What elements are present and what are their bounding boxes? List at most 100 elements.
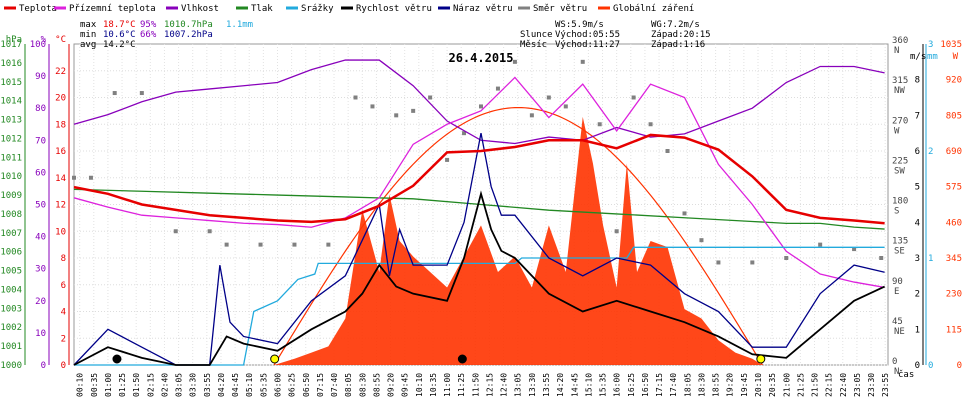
tick-label-direction-dir: E <box>894 287 899 297</box>
wind-direction-point <box>139 91 144 96</box>
tick-label-humidity: 30 <box>35 265 46 275</box>
legend-label: Teplota <box>19 4 57 14</box>
wind-direction-point <box>462 131 467 136</box>
stat-sun-label: Slunce <box>520 30 553 40</box>
tick-label-pressure: 1001 <box>0 342 22 352</box>
tick-label-temperature: 0 <box>61 361 66 371</box>
x-tick-label: 06:25 <box>288 373 297 397</box>
tick-label-radiation: 115 <box>946 325 962 335</box>
tick-label-pressure: 1004 <box>0 285 22 295</box>
x-tick-label: 06:00 <box>274 373 283 397</box>
tick-label-radiation: 460 <box>946 218 962 228</box>
x-tick-label: 08:05 <box>344 373 353 397</box>
wind-direction-point <box>614 229 619 234</box>
x-tick-label: 23:55 <box>881 373 890 397</box>
stat-moon-set: Západ:1:16 <box>651 40 705 50</box>
tick-label-wind: 7 <box>915 111 920 121</box>
wind-direction-point <box>445 157 450 162</box>
series-line-vlhkost <box>73 59 885 145</box>
tick-label-temperature: 18 <box>55 120 66 130</box>
wind-direction-point <box>88 175 93 180</box>
wind-direction-point <box>512 59 517 64</box>
tick-label-direction-deg: 90 <box>892 277 903 287</box>
tick-label-wind: 0 <box>915 361 920 371</box>
tick-label-pressure: 1011 <box>0 153 22 163</box>
x-tick-label: 04:45 <box>231 373 240 397</box>
stat-wg: WG:7.2m/s <box>651 20 700 30</box>
tick-label-radiation: 575 <box>946 183 962 193</box>
stat-min-press: 1007.2hPa <box>164 30 213 40</box>
x-tick-label: 02:40 <box>160 373 169 397</box>
tick-label-radiation: 1035 <box>940 40 962 50</box>
tick-label-temperature: 16 <box>55 147 66 157</box>
tick-label-pressure: 1015 <box>0 78 22 88</box>
x-tick-label: 03:30 <box>189 373 198 397</box>
tick-label-humidity: 50 <box>35 201 46 211</box>
tick-label-humidity: 100 <box>30 40 46 50</box>
x-tick-label: 13:55 <box>542 373 551 397</box>
tick-label-humidity: 70 <box>35 136 46 146</box>
wind-direction-point <box>326 242 331 247</box>
x-tick-label: 21:25 <box>796 373 805 397</box>
x-tick-label: 23:30 <box>867 373 876 397</box>
series-line-náraz-větru <box>73 133 885 366</box>
x-tick-label: 10:10 <box>415 373 424 397</box>
wind-direction-point <box>411 108 416 113</box>
tick-label-pressure: 1002 <box>0 323 22 333</box>
x-tick-label: 10:35 <box>429 373 438 397</box>
wind-direction-point <box>818 242 823 247</box>
legend-label: Směr větru <box>533 4 587 14</box>
tick-label-humidity: 80 <box>35 104 46 114</box>
series-line-přízemní-teplota <box>73 76 885 289</box>
legend-label: Rychlost větru <box>356 4 432 14</box>
tick-label-radiation: 690 <box>946 147 962 157</box>
tick-label-temperature: 20 <box>55 94 66 104</box>
wind-direction-point <box>224 242 229 247</box>
tick-label-direction-deg: 270 <box>892 116 908 126</box>
x-tick-label: 08:30 <box>358 373 367 397</box>
wind-direction-point <box>597 122 602 127</box>
wind-direction-point <box>631 95 636 100</box>
x-tick-label: 16:00 <box>613 373 622 397</box>
tick-label-temperature: 22 <box>55 67 66 77</box>
wind-direction-point <box>546 95 551 100</box>
tick-label-direction-dir: SE <box>894 247 905 257</box>
x-tick-label: 09:20 <box>387 373 396 397</box>
tick-label-pressure: 1013 <box>0 116 22 126</box>
tick-label-pressure: 1005 <box>0 267 22 277</box>
stat-min-temp: 10.6°C <box>103 30 136 40</box>
tick-label-direction-dir: NW <box>894 86 905 96</box>
tick-label-pressure: 1012 <box>0 134 22 144</box>
tick-label-humidity: 0 <box>41 361 46 371</box>
tick-label-temperature: 2 <box>61 334 66 344</box>
marker-sunrise <box>270 354 280 364</box>
tick-label-radiation: 0 <box>957 361 962 371</box>
wind-direction-point <box>580 59 585 64</box>
x-tick-label: 19:20 <box>726 373 735 397</box>
x-tick-label: 02:15 <box>146 373 155 397</box>
x-tick-label: 00:35 <box>90 373 99 397</box>
tick-label-direction-dir: NE <box>894 327 905 337</box>
x-axis-label: čas <box>898 369 914 380</box>
tick-label-radiation: 805 <box>946 111 962 121</box>
marker-sunset <box>756 354 766 364</box>
tick-label-humidity: 40 <box>35 233 46 243</box>
tick-label-pressure: 1009 <box>0 191 22 201</box>
legend-label: Srážky <box>301 4 334 14</box>
marker-moonset <box>112 354 122 364</box>
x-tick-label: 12:40 <box>500 373 509 397</box>
x-tick-label: 14:20 <box>556 373 565 397</box>
wind-direction-point <box>495 86 500 91</box>
stat-avg-temp: 14.2°C <box>103 40 136 50</box>
x-tick-label: 22:15 <box>825 373 834 397</box>
tick-label-rain: 1 <box>928 254 933 264</box>
x-tick-label: 18:05 <box>683 373 692 397</box>
axis-unit-temperature: °C <box>55 35 66 45</box>
stat-ws: WS:5.9m/s <box>555 20 604 30</box>
x-tick-label: 16:50 <box>641 373 650 397</box>
tick-label-humidity: 10 <box>35 329 46 339</box>
x-tick-label: 21:00 <box>782 373 791 397</box>
tick-label-wind: 4 <box>915 218 920 228</box>
tick-label-pressure: 1006 <box>0 248 22 258</box>
tick-label-radiation: 345 <box>946 254 962 264</box>
